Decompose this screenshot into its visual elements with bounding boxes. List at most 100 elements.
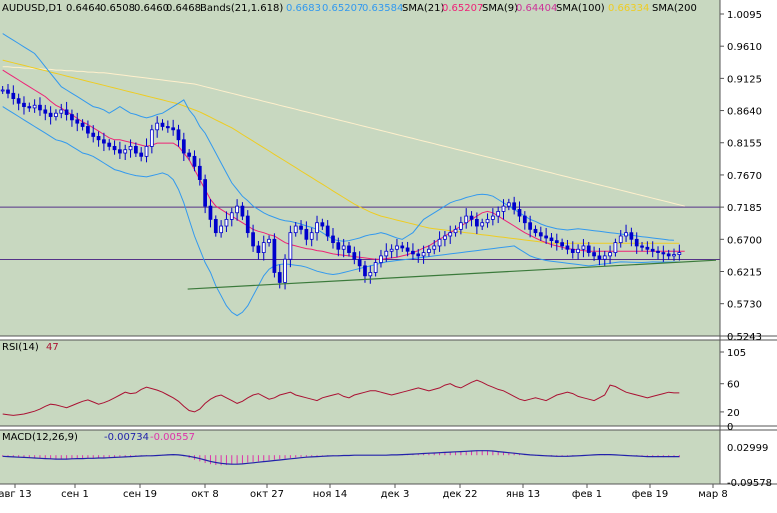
candle-body — [341, 245, 346, 250]
legend-bands-lower: 0.63584 — [362, 3, 403, 14]
candle-body — [597, 255, 602, 260]
legend-close: 0.6468 — [166, 3, 201, 14]
candle-body — [592, 252, 596, 257]
candle-body — [347, 245, 351, 253]
candle-body — [91, 132, 96, 137]
candle-body — [256, 245, 261, 253]
candle-body — [586, 245, 591, 253]
price-tick-label: 0.8155 — [727, 139, 762, 150]
rsi-line — [2, 379, 680, 416]
rsi-tick-label: 0 — [727, 422, 733, 433]
candle-body — [602, 255, 607, 260]
main-chart-panel[interactable] — [0, 0, 720, 336]
rsi-value: 47 — [46, 342, 59, 353]
sma100-line — [2, 59, 680, 244]
candle-body — [405, 247, 410, 252]
candle-body — [554, 240, 559, 244]
candle-body — [59, 109, 64, 114]
legend-sma9-label: SMA(9) — [482, 3, 518, 14]
time-tick-label: фев 19 — [632, 489, 669, 500]
candle-body — [64, 109, 69, 115]
candle-body — [16, 98, 21, 104]
candle-body — [315, 222, 319, 234]
candle-body — [261, 242, 266, 253]
time-tick-label: дек 3 — [381, 489, 410, 500]
candle-body — [54, 112, 58, 117]
price-tick-label: 0.9125 — [727, 74, 762, 85]
candle-body — [570, 248, 575, 253]
candle-body — [277, 272, 282, 283]
candle-body — [245, 215, 250, 234]
candle-body — [118, 149, 122, 154]
candle-body — [490, 215, 495, 220]
candle-body — [581, 245, 586, 250]
candle-body — [176, 129, 181, 141]
candle-body — [506, 202, 511, 207]
candle-body — [656, 250, 660, 253]
candle-body — [27, 106, 32, 109]
candle-body — [123, 149, 128, 154]
candle-body — [357, 258, 362, 267]
candle-body — [565, 245, 570, 250]
price-tick-label: 0.5730 — [727, 300, 762, 311]
candle-body — [666, 253, 671, 257]
candle-body — [139, 152, 144, 157]
price-axis — [720, 0, 777, 509]
candle-body — [144, 145, 149, 157]
candle-body — [496, 211, 501, 217]
support-trendline[interactable] — [187, 259, 717, 290]
candle-body — [640, 245, 644, 248]
candle-body — [325, 225, 330, 237]
rsi-panel[interactable] — [0, 340, 720, 426]
candle-body — [608, 252, 612, 257]
price-tick-label: 0.7185 — [727, 203, 762, 214]
candle-body — [304, 228, 309, 240]
candle-body — [149, 129, 154, 147]
candle-body — [80, 122, 85, 127]
macd-tick-label: 0.02999 — [727, 443, 768, 454]
legend-sma21-value: 0.65207 — [442, 3, 483, 14]
candle-body — [384, 250, 389, 257]
legend-sma200-label: SMA(200 — [652, 3, 697, 14]
candle-body — [427, 248, 431, 253]
candle-body — [11, 92, 16, 100]
price-tick-label: 0.6215 — [727, 267, 762, 278]
candle-body — [219, 225, 223, 234]
candle-body — [6, 89, 10, 94]
price-tick-label: 0.5243 — [727, 332, 762, 343]
candle-body — [155, 122, 160, 131]
price-tick-label: 0.6700 — [727, 235, 762, 246]
candle-body — [437, 238, 442, 247]
macd-value: -0.00734 — [104, 432, 149, 443]
candle-body — [38, 104, 42, 111]
candle-body — [400, 245, 405, 249]
candle-body — [75, 119, 80, 124]
candle-body — [267, 238, 271, 244]
candle-body — [459, 222, 463, 230]
time-tick-label: дек 22 — [442, 489, 477, 500]
candle-body — [107, 142, 112, 147]
candle-body — [165, 126, 170, 129]
candle-body — [320, 222, 325, 227]
bollinger-lower-band — [2, 106, 685, 317]
legend-sma100-label: SMA(100) — [556, 3, 605, 14]
candle-body — [389, 248, 394, 252]
candle-body — [576, 248, 580, 253]
candle-body — [629, 232, 634, 240]
macd-signal-line — [2, 450, 680, 465]
price-tick-label: 1.0095 — [727, 10, 762, 21]
legend-open: 0.6464 — [66, 3, 101, 14]
candle-body — [272, 238, 277, 273]
candle-body — [624, 232, 628, 237]
candle-body — [213, 218, 218, 234]
candle-body — [411, 250, 415, 255]
candle-body — [480, 222, 485, 227]
candle-body — [501, 205, 506, 212]
candle-body — [240, 205, 245, 217]
price-tick-label: 0.7670 — [727, 171, 762, 182]
rsi-tick-label: 105 — [727, 348, 746, 359]
candle-body — [634, 238, 639, 247]
candle-body — [645, 246, 650, 250]
time-tick-label: окт 8 — [191, 489, 219, 500]
